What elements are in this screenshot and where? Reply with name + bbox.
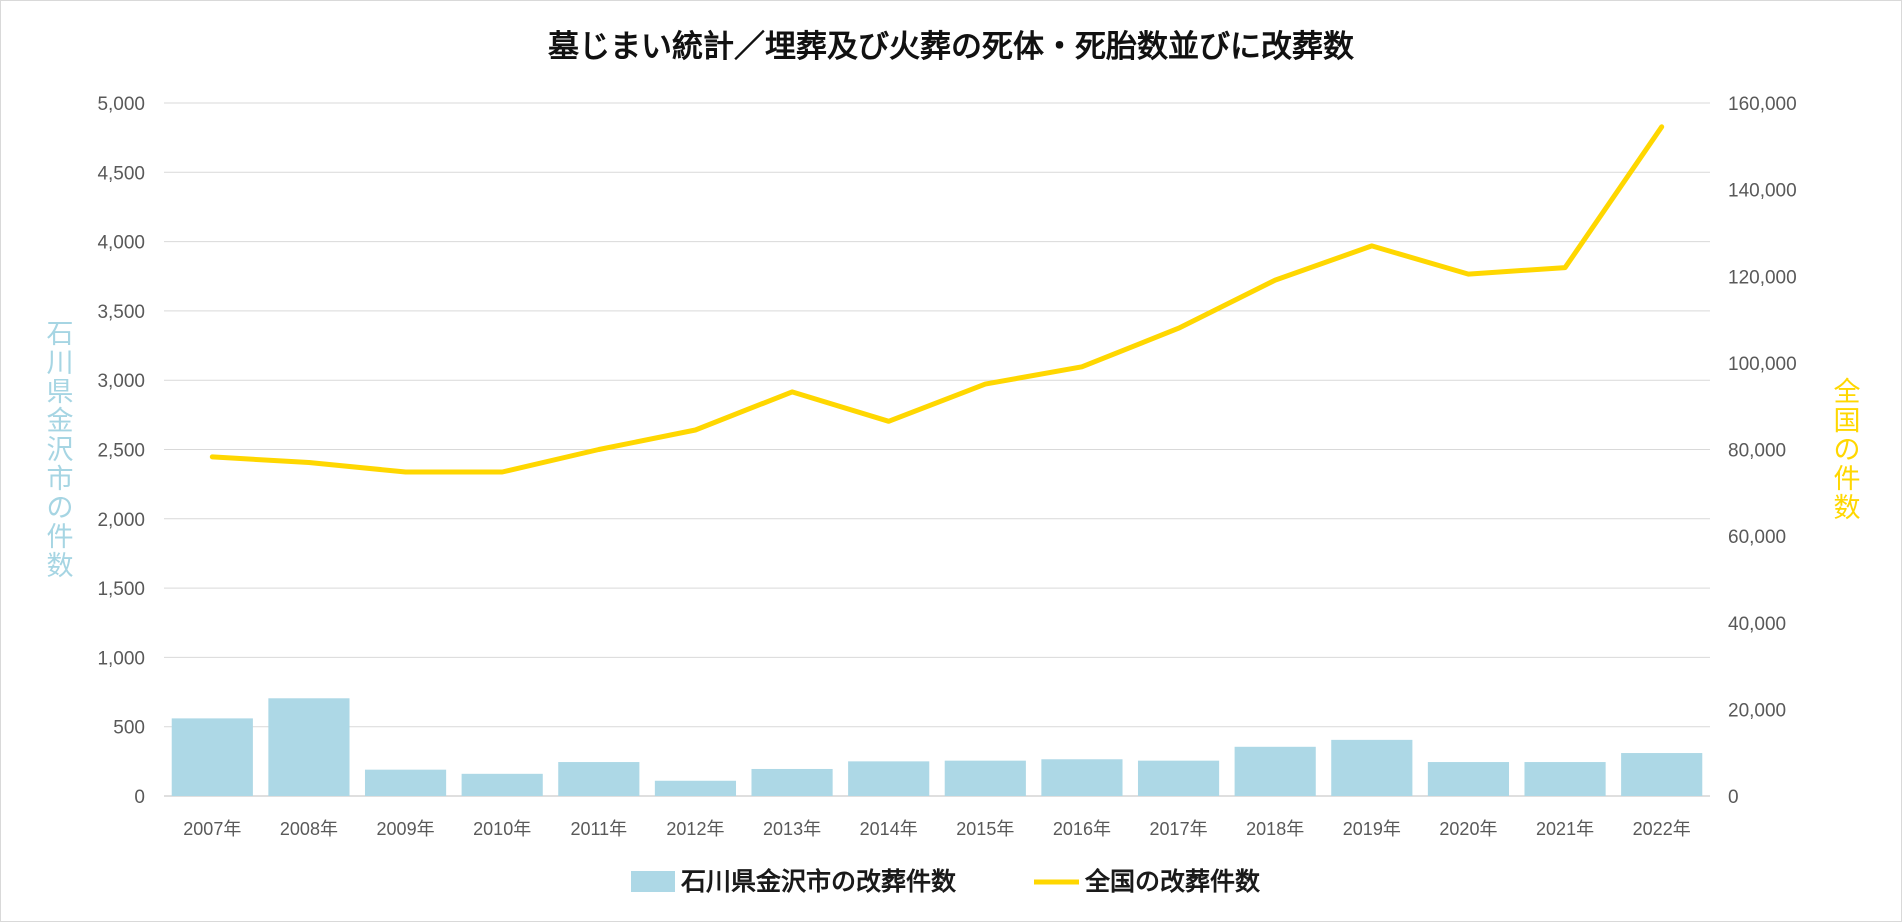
right-tick-label: 120,000 (1728, 267, 1797, 288)
bar (1427, 762, 1510, 796)
left-tick-label: 500 (113, 718, 145, 739)
left-tick-label: 3,000 (97, 371, 145, 392)
right-axis-ticks: 0 20,000 40,000 60,000 80,000 100,000 120,000 1… (1728, 94, 1797, 808)
axis-title-char: 数 (47, 551, 74, 582)
x-tick-label: 2021年 (1536, 819, 1594, 839)
axis-title-char: 沢 (47, 435, 74, 466)
right-tick-label: 40,000 (1728, 614, 1786, 635)
x-tick-label: 2022年 (1633, 819, 1691, 839)
bar (558, 762, 640, 796)
left-axis-ticks: 0 500 1,000 1,500 2,000 2,500 3,000 3,500 4,000 4… (97, 94, 145, 808)
right-tick-label: 20,000 (1728, 700, 1786, 721)
gridlines (164, 102, 1710, 797)
left-tick-label: 4,500 (97, 163, 145, 184)
bar (1621, 753, 1703, 796)
x-tick-label: 2009年 (377, 819, 435, 839)
left-tick-label: 2,000 (97, 510, 145, 531)
legend-swatch-bar (631, 871, 675, 892)
legend-label-bar: 石川県金沢市の改葬件数 (680, 867, 957, 896)
x-tick-label: 2013年 (763, 819, 821, 839)
axis-title-char: 数 (1834, 493, 1861, 524)
left-tick-label: 2,500 (97, 441, 145, 462)
bar (1331, 739, 1413, 796)
left-tick-label: 1,000 (97, 648, 145, 669)
right-tick-label: 80,000 (1728, 441, 1786, 462)
x-tick-label: 2016年 (1053, 819, 1111, 839)
x-tick-label: 2019年 (1343, 819, 1401, 839)
left-tick-label: 5,000 (97, 94, 145, 115)
bar (654, 780, 737, 796)
line-path (209, 124, 1665, 475)
x-tick-label: 2014年 (860, 819, 918, 839)
x-tick-label: 2018年 (1246, 819, 1304, 839)
left-tick-label: 3,500 (97, 302, 145, 323)
chart-title: 墓じまい統計／埋葬及び火葬の死体・死胎数並びに改葬数 (547, 29, 1354, 65)
right-tick-label: 140,000 (1728, 181, 1797, 202)
bar (944, 760, 1026, 796)
bar (1234, 746, 1316, 796)
x-tick-label: 2015年 (956, 819, 1014, 839)
axis-title-char: の (47, 493, 74, 524)
left-tick-label: 0 (134, 787, 145, 808)
left-tick-label: 4,000 (97, 233, 145, 254)
bar (1041, 759, 1123, 796)
right-tick-label: 100,000 (1728, 354, 1797, 375)
bar (461, 773, 543, 796)
axis-title-char: 件 (47, 522, 74, 553)
axis-title-char: 国 (1834, 406, 1861, 437)
right-tick-label: 60,000 (1728, 527, 1786, 548)
x-tick-label: 2017年 (1150, 819, 1208, 839)
legend: 石川県金沢市の改葬件数 全国の改葬件数 (631, 867, 1261, 896)
x-tick-label: 2011年 (570, 819, 627, 839)
axis-title-char: 川 (47, 348, 74, 379)
bar (364, 769, 447, 796)
right-tick-label: 160,000 (1728, 94, 1797, 115)
bar (1137, 760, 1220, 796)
bar (848, 761, 930, 796)
x-tick-label: 2007年 (183, 819, 241, 839)
axis-title-char: の (1834, 435, 1861, 466)
bar (1524, 762, 1606, 796)
bar (171, 718, 253, 796)
bar-series (171, 698, 1703, 796)
axis-title-char: 石 (47, 319, 74, 350)
bar (751, 768, 833, 796)
x-axis-ticks: 2007年 2008年 2009年 2010年 2011年 2012年 2013年 2014年… (183, 819, 1690, 839)
x-tick-label: 2010年 (473, 819, 531, 839)
x-tick-label: 2020年 (1439, 819, 1497, 839)
line-series (209, 124, 1665, 475)
x-tick-label: 2008年 (280, 819, 338, 839)
axis-title-char: 全 (1834, 377, 1861, 408)
left-tick-label: 1,500 (97, 579, 145, 600)
axis-title-char: 県 (47, 377, 74, 408)
axis-title-char: 市 (47, 464, 74, 495)
x-tick-label: 2012年 (666, 819, 724, 839)
legend-label-line: 全国の改葬件数 (1084, 867, 1261, 896)
axis-title-char: 件 (1834, 464, 1861, 495)
axis-title-char: 金 (47, 406, 74, 437)
bar (268, 698, 350, 796)
right-tick-label: 0 (1728, 787, 1739, 808)
